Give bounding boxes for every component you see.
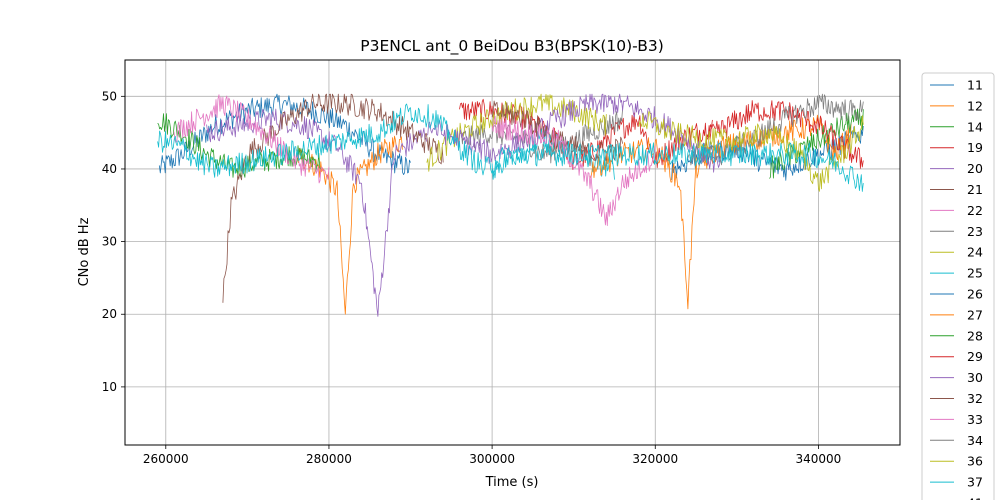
legend-label: 23 xyxy=(967,224,983,239)
legend-label: 24 xyxy=(967,245,983,260)
x-tick-label: 280000 xyxy=(306,452,352,466)
legend-label: 14 xyxy=(967,119,983,134)
legend-label: 28 xyxy=(967,328,983,343)
y-tick-label: 40 xyxy=(102,162,117,176)
x-tick-label: 340000 xyxy=(796,452,842,466)
legend: 11 12 14 19 20 21 22 23 24 25 26 27 28 29 30 32 33 34 36 37… xyxy=(921,72,995,500)
y-tick-label: 20 xyxy=(102,307,117,321)
legend-label: 11 xyxy=(967,78,983,93)
legend-box xyxy=(921,72,995,500)
y-tick-label: 30 xyxy=(102,235,117,249)
chart-title: P3ENCL ant_0 BeiDou B3(BPSK(10)-B3) xyxy=(360,37,664,56)
legend-label: 25 xyxy=(967,266,983,281)
y-axis-label: CNo dB Hz xyxy=(77,217,92,286)
legend-label: 19 xyxy=(967,140,983,155)
series-line-37 xyxy=(157,103,864,192)
x-axis-label: Time (s) xyxy=(485,475,539,490)
series-line-32 xyxy=(491,100,623,167)
legend-label: 26 xyxy=(967,287,983,302)
series-line-12 xyxy=(296,135,403,315)
legend-label: 29 xyxy=(967,349,983,364)
legend-label: 27 xyxy=(967,307,983,322)
axis-ticks: 260000 280000 300000 320000 340000 10 20 30 40 50 xyxy=(102,89,842,466)
series-line-11 xyxy=(158,93,411,175)
series-line-29 xyxy=(703,100,864,169)
series-line-20 xyxy=(206,108,428,317)
plot-frame xyxy=(124,59,901,446)
series-line-25 xyxy=(491,128,615,180)
legend-label-overflow: 41 xyxy=(967,496,983,500)
legend-label: 32 xyxy=(967,391,983,406)
y-tick-label: 10 xyxy=(102,380,117,394)
x-tick-label: 300000 xyxy=(469,452,515,466)
legend-label: 30 xyxy=(967,370,983,385)
series-line-30 xyxy=(426,93,721,173)
legend-label: 33 xyxy=(967,412,983,427)
legend-label: 22 xyxy=(967,203,983,218)
series-line-34 xyxy=(687,93,864,166)
x-tick-label: 260000 xyxy=(143,452,189,466)
x-tick-label: 320000 xyxy=(632,452,678,466)
legend-label: 36 xyxy=(967,454,983,469)
legend-label: 34 xyxy=(967,433,983,448)
series-line-22 xyxy=(173,94,330,184)
plot-series xyxy=(157,93,864,317)
legend-label: 21 xyxy=(967,182,983,197)
series-line-36 xyxy=(638,111,864,192)
y-tick-label: 50 xyxy=(102,89,117,103)
series-line-33 xyxy=(491,115,656,226)
legend-label: 20 xyxy=(967,161,983,176)
legend-label: 37 xyxy=(967,475,983,490)
legend-label: 12 xyxy=(967,98,983,113)
